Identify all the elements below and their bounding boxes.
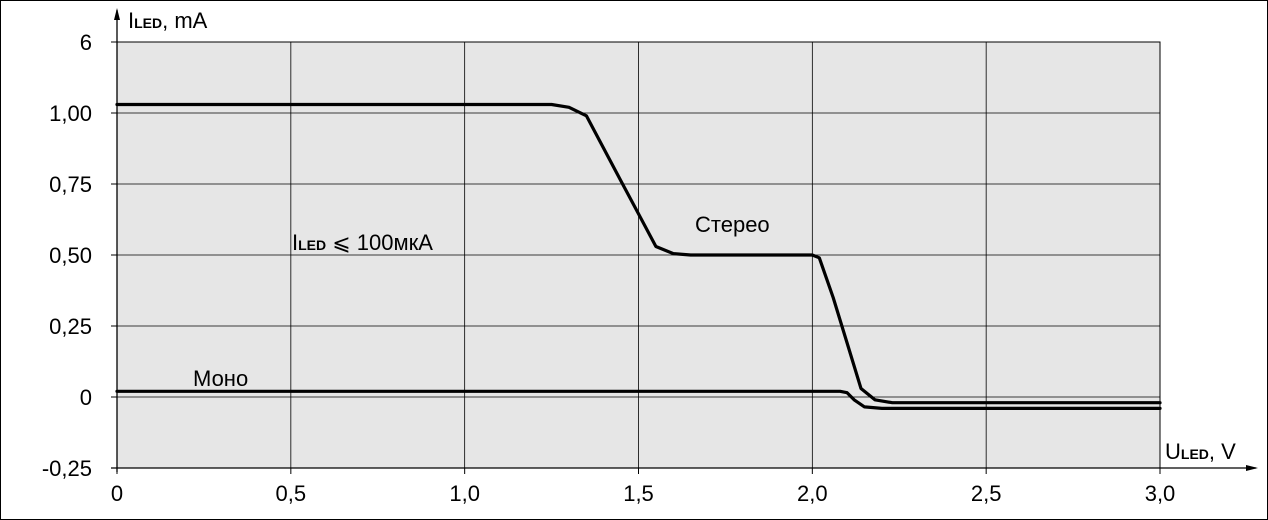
y-tick-label-1: 0 bbox=[80, 385, 92, 410]
y-tick-label-6: 6 bbox=[80, 30, 92, 55]
y-tick-label-4: 0,75 bbox=[49, 172, 92, 197]
series-label-stereo: Стерео bbox=[695, 212, 770, 237]
axes bbox=[111, 8, 1258, 474]
grid-lines bbox=[117, 42, 1160, 468]
tick-labels: 0 0,5 1,0 1,5 2,0 2,5 3,0 -0,25 0 0,25 0,50 0,75 1,0… bbox=[42, 30, 1175, 506]
series-line-1 bbox=[115, 389, 1162, 410]
y-tick-label-2: 0,25 bbox=[49, 314, 92, 339]
x-tick-label-6: 3,0 bbox=[1145, 481, 1176, 506]
x-tick-label-2: 1,0 bbox=[449, 481, 480, 506]
y-axis-arrow bbox=[114, 8, 120, 20]
x-tick-label-3: 1,5 bbox=[623, 481, 654, 506]
series-line-0 bbox=[115, 102, 1162, 405]
x-tick-label-5: 2,5 bbox=[971, 481, 1002, 506]
y-tick-label-5: 1,00 bbox=[49, 101, 92, 126]
x-axis-label: ULED, V bbox=[1165, 439, 1236, 464]
y-tick-label-3: 0,50 bbox=[49, 243, 92, 268]
current-limit-annotation: ILED ⩽ 100мкА bbox=[292, 230, 433, 255]
y-axis-label: ILED, mA bbox=[128, 8, 208, 33]
x-tick-label-4: 2,0 bbox=[797, 481, 828, 506]
y-tick-label-0: -0,25 bbox=[42, 456, 92, 481]
series-lines bbox=[115, 102, 1162, 410]
x-tick-label-0: 0 bbox=[111, 481, 123, 506]
x-tick-label-1: 0,5 bbox=[276, 481, 307, 506]
series-label-mono: Моно bbox=[193, 366, 248, 391]
x-axis-arrow bbox=[1246, 465, 1258, 471]
